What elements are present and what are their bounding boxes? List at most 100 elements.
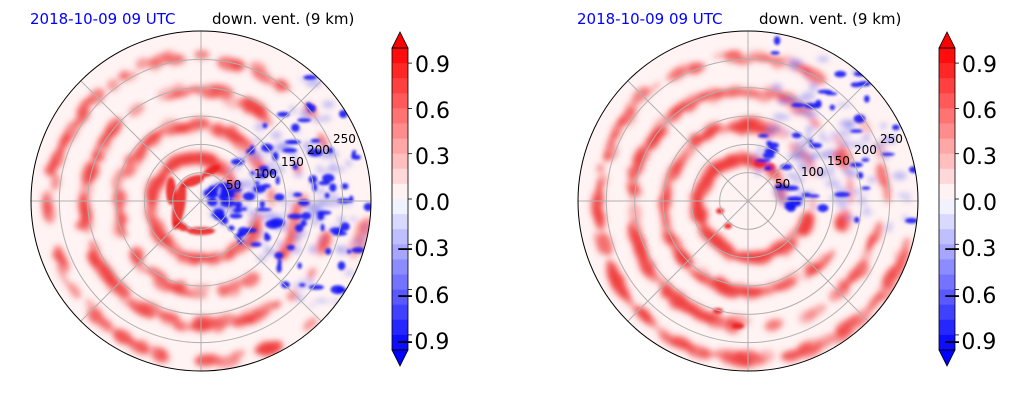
field-blob [322, 173, 335, 183]
field-blob [896, 193, 912, 197]
field-blob [802, 166, 814, 170]
field-blob [871, 143, 885, 150]
field-blob [785, 202, 796, 212]
field-blob [351, 247, 365, 254]
field-blob [272, 151, 279, 161]
field-blob [814, 253, 829, 268]
field-blob [880, 152, 895, 156]
field-blob [796, 189, 804, 197]
field-blob [303, 75, 318, 80]
field-blob [222, 94, 243, 110]
field-blob [131, 304, 155, 319]
field-blob [791, 132, 802, 139]
field-blob [154, 173, 166, 194]
field-blob [266, 189, 278, 209]
colorbar-band [392, 48, 408, 64]
field-blob [808, 152, 820, 159]
field-blob [297, 118, 312, 123]
angular-grid-line [747, 200, 869, 322]
field-blob [712, 281, 732, 291]
field-blob [881, 281, 897, 302]
field-blob [850, 142, 863, 148]
colorbar-band [939, 48, 955, 64]
field-blob [851, 307, 872, 328]
radial-tick-label: 250 [880, 132, 903, 146]
field-blob [156, 349, 168, 363]
angular-grid-line [200, 80, 322, 202]
field-blob [849, 162, 863, 168]
field-blob [308, 175, 318, 184]
field-blob [781, 115, 791, 120]
field-blob [224, 124, 238, 139]
field-blob [773, 36, 781, 46]
field-blob [99, 319, 114, 333]
field-blob [309, 303, 314, 307]
field-blob [43, 164, 57, 177]
field-blob [739, 354, 762, 368]
field-blob [233, 189, 241, 199]
title-right-variable: down. vent. (9 km) [759, 10, 901, 28]
field-blob [104, 274, 114, 285]
field-blob [606, 269, 619, 282]
field-blob [596, 163, 605, 174]
field-blob [229, 206, 236, 214]
field-blob [320, 115, 332, 122]
angular-grid-line [627, 200, 749, 322]
field-blob [313, 188, 327, 194]
radial-tick-label: 50 [775, 177, 790, 191]
field-blob [255, 207, 272, 212]
field-blob [332, 231, 347, 236]
field-blob [310, 138, 321, 143]
field-blob [275, 176, 280, 185]
field-blob [122, 70, 138, 83]
field-blob [700, 173, 715, 196]
field-blob [803, 264, 821, 281]
colorbar-left: 0.9 0.6 0.3 0.0 −0.3 −0.6 −0.9 [391, 31, 450, 367]
field-blob [308, 244, 317, 254]
colorbar-band [392, 183, 408, 200]
field-blob [128, 103, 145, 117]
field-blob [796, 200, 802, 206]
polar-frame [30, 30, 372, 372]
panel-left: 2018-10-09 09 UTC down. vent. (9 km) 50 … [30, 10, 450, 372]
field-blob [699, 128, 717, 142]
field-blob [292, 163, 298, 170]
field-blob [270, 300, 282, 310]
field-blob [235, 134, 254, 149]
field-blob [307, 148, 323, 157]
field-blob [909, 166, 918, 174]
field-blob [764, 281, 780, 294]
field-blob [255, 342, 275, 355]
field-blob [892, 124, 900, 131]
field-blob [839, 139, 852, 143]
field-blob [349, 216, 357, 222]
field-blob [804, 160, 818, 178]
field-blob [708, 159, 727, 177]
field-blob [774, 184, 788, 190]
field-blob [853, 114, 866, 124]
angular-grid-line [200, 200, 322, 322]
colorbar-tick-label: 0.6 [415, 99, 450, 124]
panel-right: 2018-10-09 09 UTC down. vent. (9 km) 50 … [577, 10, 997, 372]
field-blob [808, 82, 819, 91]
field-blob [264, 232, 269, 237]
field-blob [194, 49, 210, 60]
field-core [202, 164, 220, 178]
field-blob [293, 172, 304, 178]
field-blob [651, 271, 663, 283]
field-blob [864, 95, 870, 103]
field-blob [225, 172, 236, 184]
field-blob [809, 142, 822, 149]
field-blob [159, 281, 183, 291]
field-blob [888, 221, 893, 226]
colorbar-band [392, 274, 408, 290]
field-blob [714, 348, 736, 361]
field-blob [225, 284, 242, 298]
angular-grid-line [80, 200, 202, 322]
field-blob [276, 239, 281, 249]
field-blob [808, 194, 820, 198]
field-blob [626, 164, 641, 180]
field-blob [344, 270, 354, 276]
field-soft-layer [41, 49, 371, 368]
field-blob [287, 140, 299, 144]
